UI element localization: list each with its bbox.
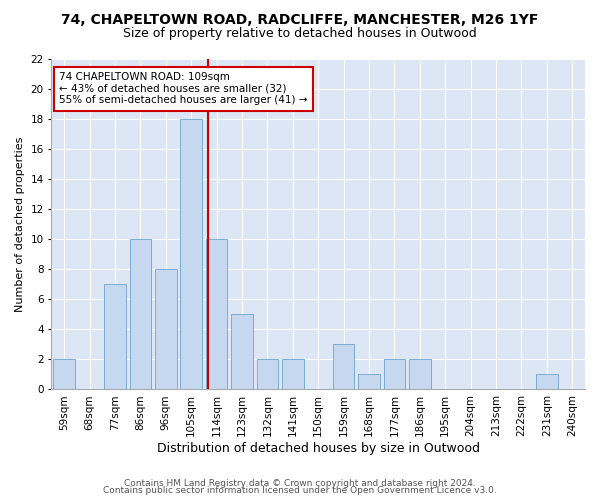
Bar bbox=[104, 284, 126, 390]
Text: Size of property relative to detached houses in Outwood: Size of property relative to detached ho… bbox=[123, 28, 477, 40]
Text: 74, CHAPELTOWN ROAD, RADCLIFFE, MANCHESTER, M26 1YF: 74, CHAPELTOWN ROAD, RADCLIFFE, MANCHEST… bbox=[61, 12, 539, 26]
Bar bbox=[181, 119, 202, 390]
Bar bbox=[206, 240, 227, 390]
Bar bbox=[383, 360, 405, 390]
Bar bbox=[282, 360, 304, 390]
Bar bbox=[409, 360, 431, 390]
Bar bbox=[53, 360, 75, 390]
Text: Contains public sector information licensed under the Open Government Licence v3: Contains public sector information licen… bbox=[103, 486, 497, 495]
Bar bbox=[257, 360, 278, 390]
Bar bbox=[130, 240, 151, 390]
X-axis label: Distribution of detached houses by size in Outwood: Distribution of detached houses by size … bbox=[157, 442, 480, 455]
Y-axis label: Number of detached properties: Number of detached properties bbox=[15, 136, 25, 312]
Bar bbox=[231, 314, 253, 390]
Bar bbox=[358, 374, 380, 390]
Bar bbox=[536, 374, 557, 390]
Bar bbox=[155, 270, 176, 390]
Text: Contains HM Land Registry data © Crown copyright and database right 2024.: Contains HM Land Registry data © Crown c… bbox=[124, 478, 476, 488]
Text: 74 CHAPELTOWN ROAD: 109sqm
← 43% of detached houses are smaller (32)
55% of semi: 74 CHAPELTOWN ROAD: 109sqm ← 43% of deta… bbox=[59, 72, 308, 106]
Bar bbox=[333, 344, 355, 390]
